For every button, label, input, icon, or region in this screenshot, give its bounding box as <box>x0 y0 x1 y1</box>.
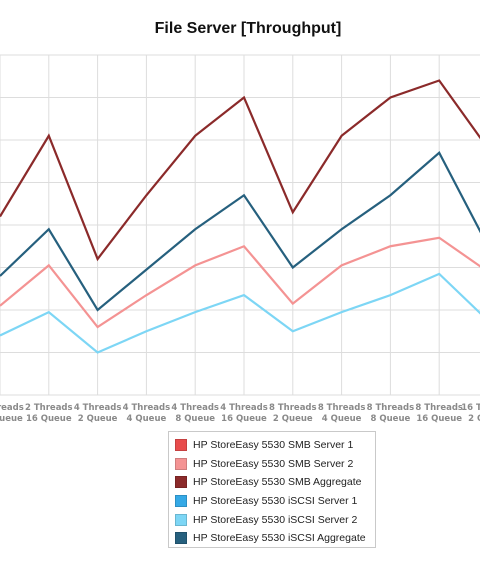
legend-label: HP StoreEasy 5530 iSCSI Server 2 <box>193 513 358 526</box>
legend-item[interactable]: HP StoreEasy 5530 iSCSI Aggregate <box>175 529 369 548</box>
x-tick-label: 4 Threads 8 Queue <box>171 403 219 424</box>
grid <box>0 54 480 396</box>
chart-title: File Server [Throughput] <box>154 20 342 37</box>
legend-item[interactable]: HP StoreEasy 5530 SMB Aggregate <box>175 473 369 492</box>
series-line <box>0 79 480 262</box>
legend-swatch <box>175 532 187 545</box>
x-tick-label: 4 Threads 4 Queue <box>123 403 171 424</box>
legend-label: HP StoreEasy 5530 iSCSI Aggregate <box>193 532 366 545</box>
legend-item[interactable]: HP StoreEasy 5530 iSCSI Server 2 <box>175 510 369 529</box>
series-line <box>0 272 480 354</box>
x-tick-label: 4 Threads 2 Queue <box>74 403 122 424</box>
legend-item[interactable]: HP StoreEasy 5530 SMB Server 1 <box>175 436 369 455</box>
x-tick-label: 8 Threads 2 Queue <box>269 403 317 424</box>
x-tick-label: 8 Threads 8 Queue <box>367 403 415 424</box>
legend-item[interactable]: HP StoreEasy 5530 SMB Server 2 <box>175 455 369 474</box>
legend-label: HP StoreEasy 5530 SMB Server 2 <box>193 457 354 470</box>
x-tick-label: 8 Threads 16 Queue <box>415 403 463 424</box>
legend-swatch <box>175 476 187 489</box>
legend-swatch <box>175 457 187 470</box>
x-tick-label: 4 Threads 16 Queue <box>220 403 268 424</box>
series-line <box>0 236 480 329</box>
legend-label: HP StoreEasy 5530 SMB Server 1 <box>193 439 354 452</box>
legend-label: HP StoreEasy 5530 iSCSI Server 1 <box>193 495 358 508</box>
legend-swatch <box>175 513 187 526</box>
chart-legend: HP StoreEasy 5530 SMB Server 1 HP StoreEa… <box>168 431 376 548</box>
legend-swatch <box>175 495 187 508</box>
legend-label: HP StoreEasy 5530 SMB Aggregate <box>193 476 362 489</box>
legend-item[interactable]: HP StoreEasy 5530 iSCSI Server 1 <box>175 492 369 511</box>
legend-swatch <box>175 439 187 452</box>
x-tick-label: 8 Threads 4 Queue <box>318 403 366 424</box>
series-line <box>0 151 480 312</box>
x-tick-label: 2 Threads 16 Queue <box>25 403 73 424</box>
